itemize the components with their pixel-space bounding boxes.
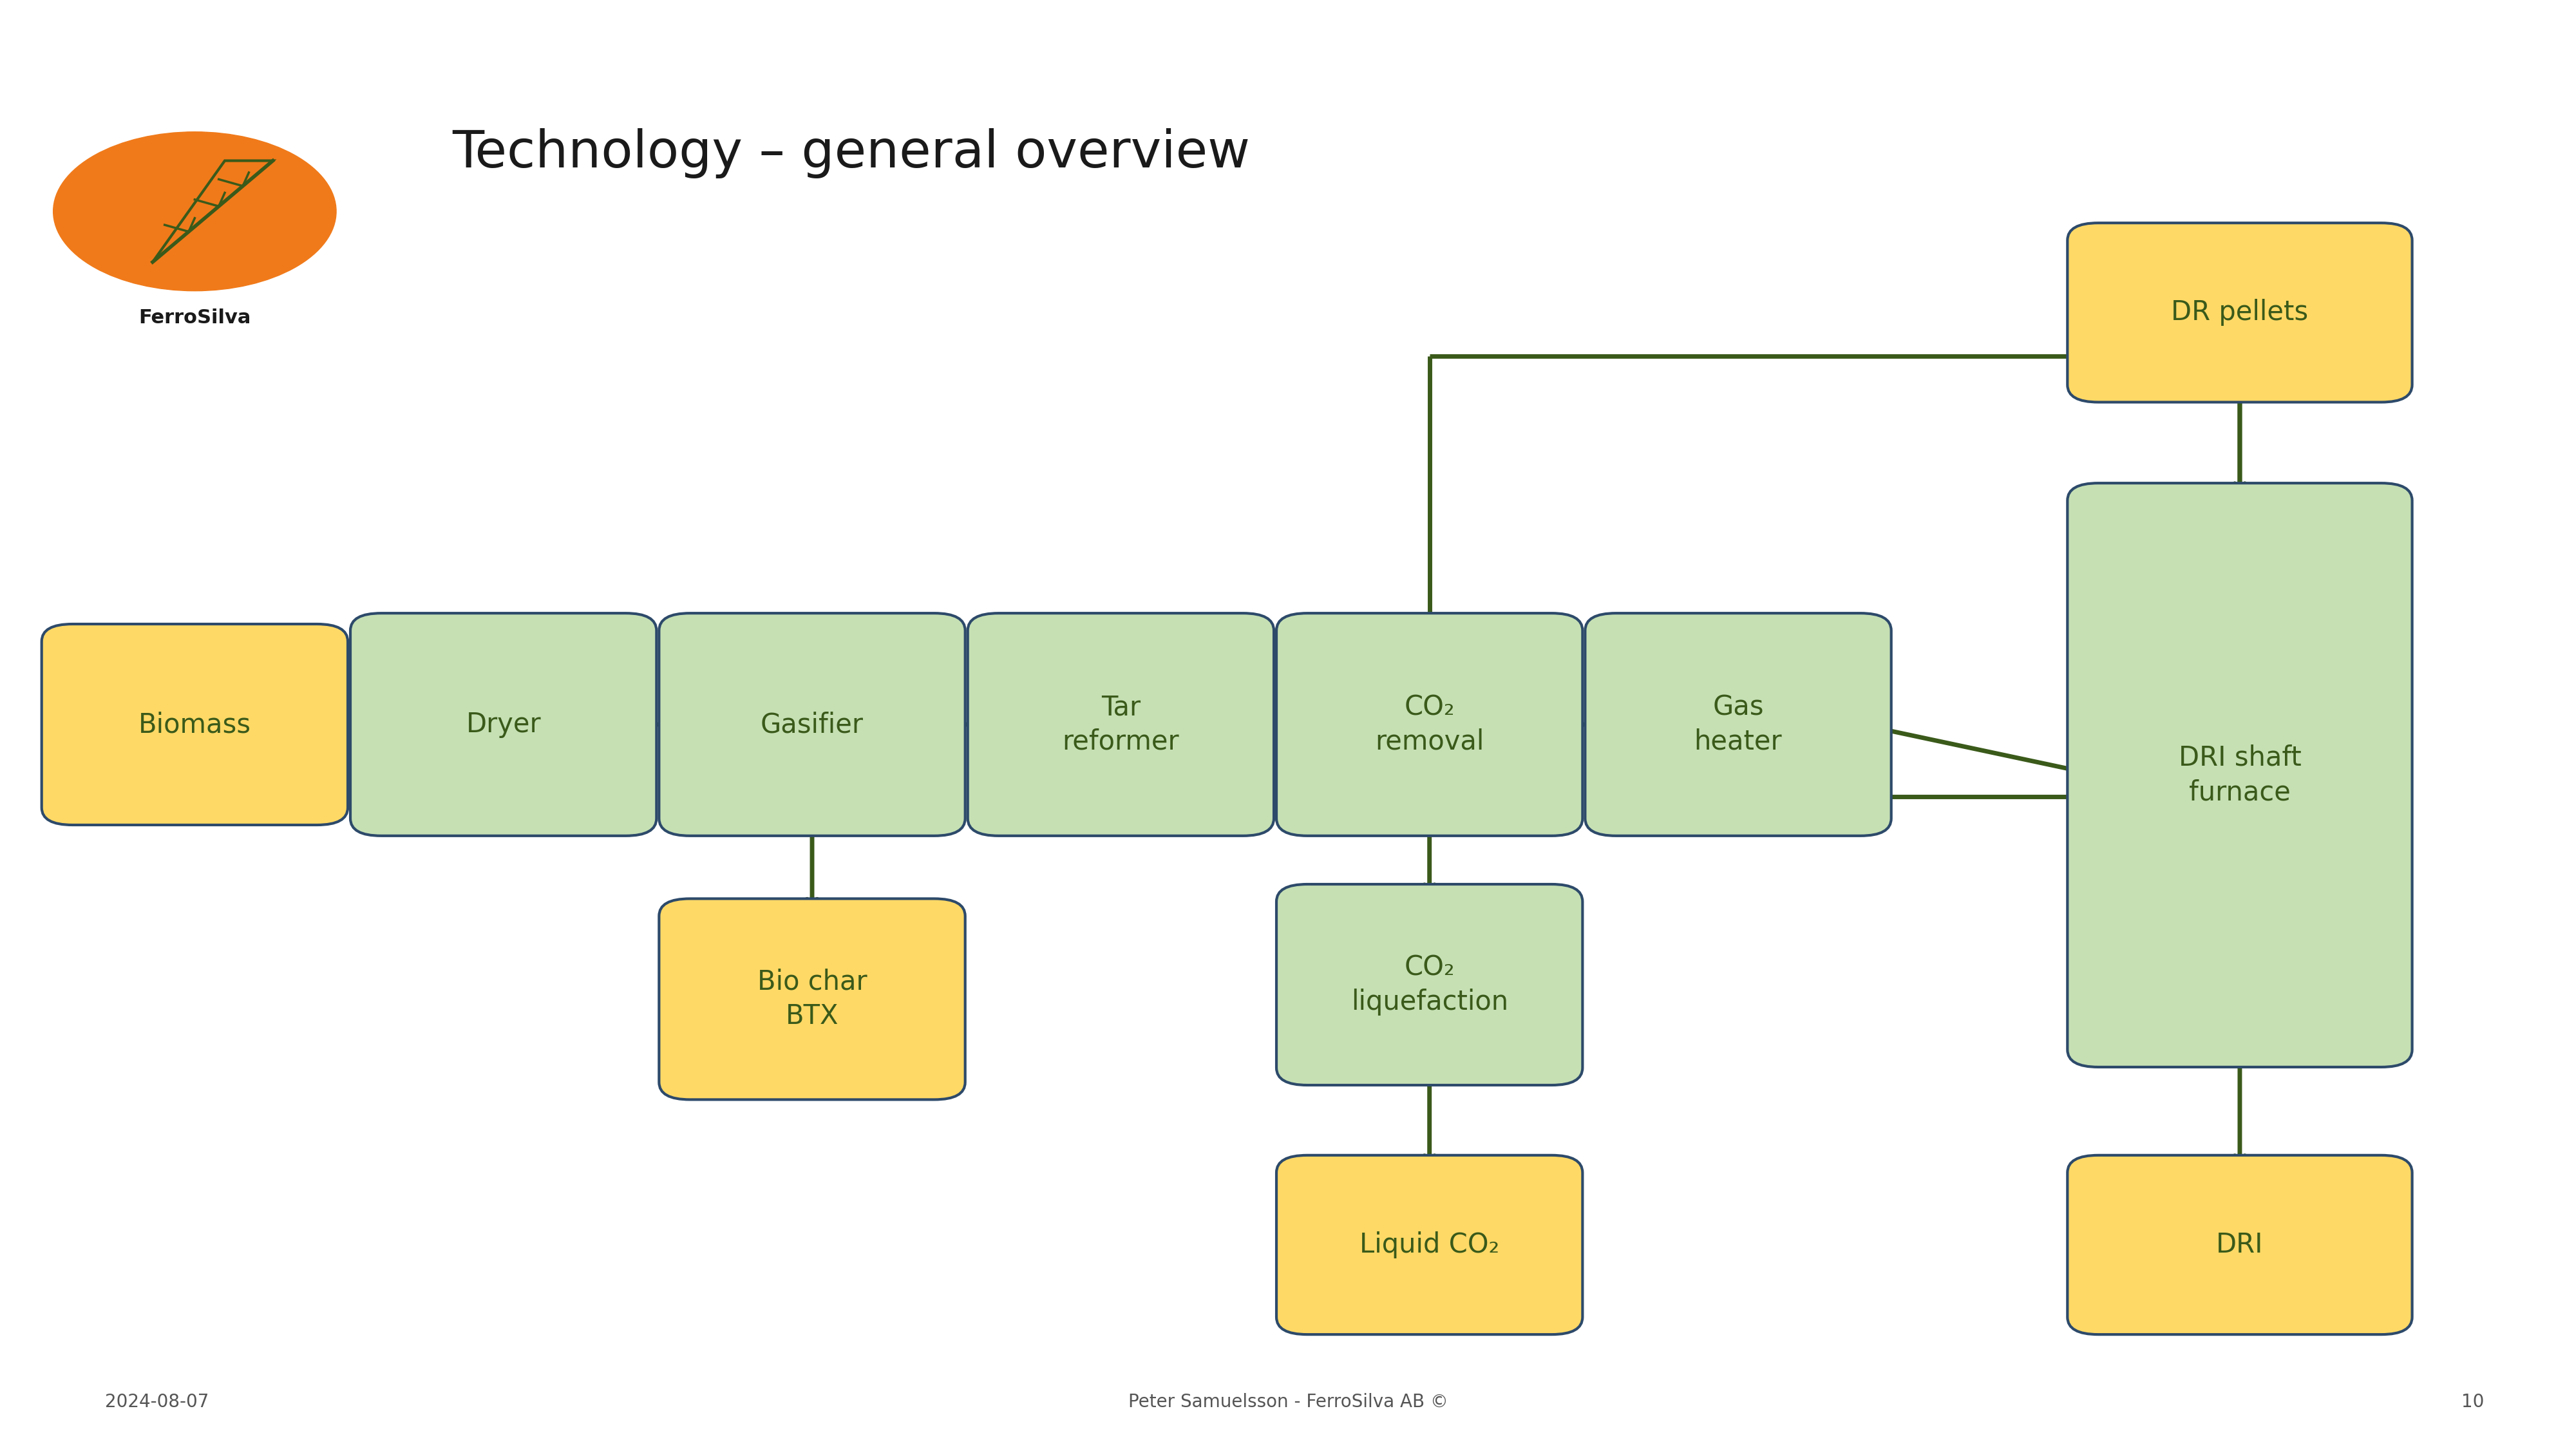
Text: Gasifier: Gasifier: [760, 711, 863, 738]
Text: Liquid CO₂: Liquid CO₂: [1360, 1232, 1499, 1258]
FancyBboxPatch shape: [2069, 223, 2411, 403]
FancyBboxPatch shape: [1278, 613, 1582, 836]
FancyBboxPatch shape: [2069, 483, 2411, 1066]
Text: DRI: DRI: [2215, 1232, 2264, 1258]
Text: Peter Samuelsson - FerroSilva AB ©: Peter Samuelsson - FerroSilva AB ©: [1128, 1392, 1448, 1411]
FancyBboxPatch shape: [350, 613, 657, 836]
Text: 10: 10: [2463, 1392, 2483, 1411]
FancyBboxPatch shape: [1278, 884, 1582, 1085]
Text: Technology – general overview: Technology – general overview: [451, 129, 1249, 178]
Text: Bio char
BTX: Bio char BTX: [757, 968, 868, 1030]
FancyBboxPatch shape: [41, 625, 348, 824]
Text: CO₂
liquefaction: CO₂ liquefaction: [1350, 953, 1507, 1016]
Text: Tar
reformer: Tar reformer: [1061, 694, 1180, 755]
Text: Dryer: Dryer: [466, 711, 541, 738]
FancyBboxPatch shape: [1584, 613, 1891, 836]
Text: DRI shaft
furnace: DRI shaft furnace: [2179, 745, 2300, 806]
Text: 2024-08-07: 2024-08-07: [106, 1392, 209, 1411]
Circle shape: [54, 132, 337, 291]
Text: Biomass: Biomass: [139, 711, 250, 738]
FancyBboxPatch shape: [659, 613, 966, 836]
Text: Gas
heater: Gas heater: [1695, 694, 1783, 755]
Text: FerroSilva: FerroSilva: [139, 309, 250, 327]
FancyBboxPatch shape: [1278, 1155, 1582, 1335]
FancyBboxPatch shape: [969, 613, 1275, 836]
FancyBboxPatch shape: [2069, 1155, 2411, 1335]
Text: CO₂
removal: CO₂ removal: [1376, 694, 1484, 755]
Text: DR pellets: DR pellets: [2172, 298, 2308, 326]
FancyBboxPatch shape: [659, 898, 966, 1100]
